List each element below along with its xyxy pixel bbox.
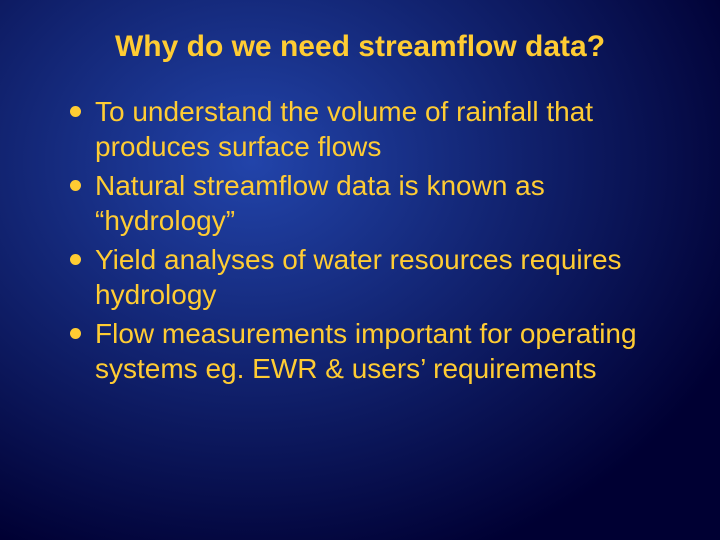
list-item: To understand the volume of rainfall tha… — [70, 94, 670, 164]
list-item: Natural streamflow data is known as “hyd… — [70, 168, 670, 238]
bullet-text: To understand the volume of rainfall tha… — [95, 94, 670, 164]
bullet-icon — [70, 328, 81, 339]
bullet-text: Natural streamflow data is known as “hyd… — [95, 168, 670, 238]
list-item: Flow measurements important for operatin… — [70, 316, 670, 386]
slide: Why do we need streamflow data? To under… — [0, 0, 720, 540]
bullet-text: Flow measurements important for operatin… — [95, 316, 670, 386]
bullet-text: Yield analyses of water resources requir… — [95, 242, 670, 312]
bullet-icon — [70, 254, 81, 265]
bullet-icon — [70, 180, 81, 191]
bullet-icon — [70, 106, 81, 117]
slide-title: Why do we need streamflow data? — [40, 20, 680, 64]
list-item: Yield analyses of water resources requir… — [70, 242, 670, 312]
slide-content: To understand the volume of rainfall tha… — [40, 94, 680, 386]
